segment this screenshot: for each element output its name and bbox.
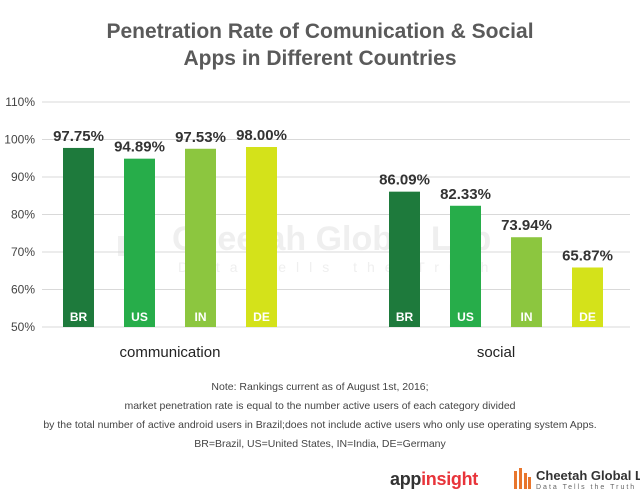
bar-social-br — [389, 191, 420, 327]
bar-social-in — [511, 237, 542, 327]
note-line-2: market penetration rate is equal to the … — [124, 400, 516, 412]
note-line-4: BR=Brazil, US=United States, IN=India, D… — [194, 438, 446, 450]
y-tick-label-90: 90% — [11, 170, 35, 184]
cheetah-logo-tagline: Data Tells the Truth — [536, 484, 637, 491]
data-label-social-br: 86.09% — [379, 172, 430, 189]
note-line-3: by the total number of active android us… — [43, 419, 597, 431]
group-label-social: social — [477, 344, 515, 361]
bar-category-communication-in: IN — [195, 310, 207, 324]
y-tick-label-100: 100% — [4, 133, 35, 147]
bar-social-de — [572, 267, 603, 327]
bar-communication-de — [246, 147, 277, 327]
y-tick-label-80: 80% — [11, 208, 35, 222]
data-label-communication-us: 94.89% — [114, 139, 165, 156]
bar-category-social-br: BR — [396, 310, 414, 324]
y-tick-label-60: 60% — [11, 283, 35, 297]
appinsight-logo-insight: insight — [421, 469, 479, 489]
data-label-communication-de: 98.00% — [236, 127, 287, 144]
bar-category-communication-us: US — [131, 310, 148, 324]
chart-title: Penetration Rate of Comunication & Socia… — [0, 18, 640, 72]
data-label-communication-br: 97.75% — [53, 128, 104, 145]
bar-category-communication-de: DE — [253, 310, 270, 324]
cheetah-logo-name: Cheetah Global Lab — [536, 468, 640, 483]
y-tick-label-50: 50% — [11, 320, 35, 334]
bar-category-social-us: US — [457, 310, 474, 324]
appinsight-logo: appinsight — [390, 469, 478, 490]
bar-communication-in — [185, 148, 216, 327]
data-label-social-us: 82.33% — [440, 186, 491, 203]
y-tick-label-110: 110% — [5, 95, 35, 109]
note-line-1: Note: Rankings current as of August 1st,… — [211, 381, 429, 393]
appinsight-logo-app: app — [390, 469, 422, 489]
bar-communication-us — [124, 158, 155, 327]
group-label-communication: communication — [120, 344, 221, 361]
bar-category-social-de: DE — [579, 310, 596, 324]
y-tick-label-70: 70% — [11, 245, 35, 259]
bar-communication-br — [63, 147, 94, 327]
footer-logos: appinsight Cheetah Global Lab Data Tells… — [0, 455, 640, 494]
chart-notes: Note: Rankings current as of August 1st,… — [0, 378, 640, 454]
data-label-social-in: 73.94% — [501, 217, 552, 234]
title-line-2: Apps in Different Countries — [183, 47, 457, 70]
bar-social-us — [450, 205, 481, 327]
title-line-1: Penetration Rate of Comunication & Socia… — [106, 20, 534, 43]
bar-category-social-in: IN — [521, 310, 533, 324]
cheetah-logo-icon — [514, 468, 531, 489]
watermark-mark-bar-0 — [118, 236, 128, 256]
data-label-communication-in: 97.53% — [175, 129, 226, 146]
data-label-social-de: 65.87% — [562, 247, 613, 264]
bar-category-communication-br: BR — [70, 310, 88, 324]
